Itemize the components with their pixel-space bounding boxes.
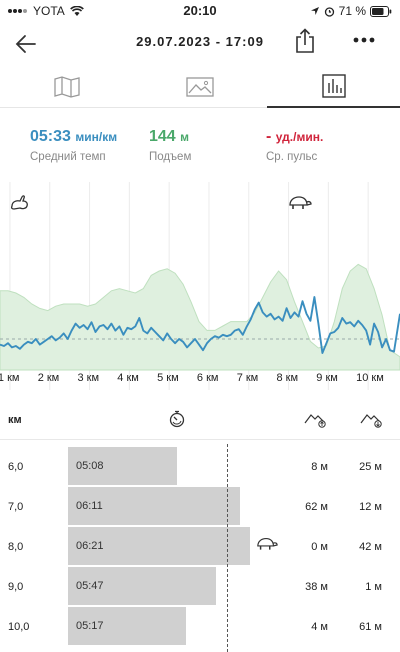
ascent-unit: м	[180, 130, 190, 144]
split-row[interactable]: 8,0 06:21 0 м 42 м	[0, 527, 400, 567]
x-axis-tick-label: 6 км	[196, 372, 219, 384]
elevation-area	[0, 263, 400, 371]
x-axis-tick-label: 1 км	[0, 372, 20, 384]
stopwatch-icon	[169, 410, 185, 428]
battery-percent: 71 %	[338, 4, 366, 18]
split-pace-bar	[68, 567, 216, 605]
x-axis-tick-label: 5 км	[157, 372, 179, 384]
back-arrow-icon[interactable]	[14, 32, 38, 56]
heart-rate-value: -	[266, 128, 272, 145]
splits-km-header: км	[8, 414, 22, 426]
split-pace-bar	[68, 487, 240, 525]
x-axis-tick-label: 4 км	[117, 372, 139, 384]
average-pace-marker	[227, 444, 228, 652]
stat-ascent: 144 м Подъем	[149, 128, 191, 163]
stat-heart-rate: - уд./мин. Ср. пульс	[266, 128, 323, 163]
ascent-mountain-icon	[304, 414, 326, 428]
tab-stats[interactable]	[267, 66, 400, 108]
tab-photos[interactable]	[133, 66, 266, 108]
split-pace: 05:08	[76, 460, 104, 472]
split-ascent: 4 м	[311, 621, 328, 633]
split-descent: 12 м	[359, 501, 382, 513]
split-pace-bar	[68, 447, 177, 485]
split-descent: 42 м	[359, 541, 382, 553]
pace-line	[0, 296, 400, 354]
x-axis-tick-label: 8 км	[276, 372, 299, 384]
more-options-icon[interactable]	[352, 32, 376, 48]
slowest-turtle-icon	[257, 537, 278, 550]
split-descent: 1 м	[365, 581, 382, 593]
share-icon[interactable]	[294, 28, 316, 54]
x-axis-tick-label: 9 км	[316, 372, 338, 384]
image-icon	[185, 77, 214, 97]
split-pace-bar	[68, 607, 186, 645]
x-axis-tick-label: 10 км	[356, 372, 384, 384]
split-ascent: 62 м	[305, 501, 328, 513]
view-tabs	[0, 66, 400, 108]
split-pace: 05:47	[76, 580, 104, 592]
x-axis-tick-label: 2 км	[37, 372, 60, 384]
x-axis-tick-label: 7 км	[236, 372, 259, 384]
split-km: 7,0	[8, 501, 24, 513]
battery-icon	[370, 5, 392, 17]
split-ascent: 38 м	[305, 581, 328, 593]
split-km: 8,0	[8, 541, 24, 553]
split-ascent: 8 м	[311, 461, 328, 473]
split-pace: 06:21	[76, 540, 104, 552]
pace-value: 05:33	[30, 128, 71, 145]
map-icon	[53, 76, 80, 98]
pace-unit: мин/км	[75, 130, 118, 144]
split-km: 6,0	[8, 461, 24, 473]
summary-stats: 05:33 мин/км Средний темп 144 м Подъем -…	[0, 128, 400, 178]
heart-rate-label: Ср. пульс	[266, 151, 318, 163]
pace-elevation-chart[interactable]: 1 км 2 км 3 км 4 км 5 км 6 км 7 км 8 км 9 км 10 к…	[0, 182, 400, 390]
alarm-icon	[324, 6, 334, 17]
x-axis-tick-label: 3 км	[77, 372, 100, 384]
signal-icon	[8, 9, 27, 13]
stat-pace: 05:33 мин/км Средний темп	[30, 128, 117, 163]
split-row[interactable]: 7,0 06:11 62 м 12 м	[0, 487, 400, 527]
carrier-name: YOTA	[33, 4, 65, 18]
ascent-label: Подъем	[149, 151, 192, 163]
rabbit-icon	[10, 195, 28, 210]
splits-header: км	[0, 400, 400, 440]
heart-rate-unit: уд./мин.	[275, 130, 324, 144]
bar-chart-icon	[321, 74, 346, 98]
turtle-icon	[289, 196, 312, 209]
split-row[interactable]: 10,0 05:17 4 м 61 м	[0, 607, 400, 647]
status-bar: YOTA 20:10 71 %	[0, 0, 400, 22]
split-pace: 06:11	[76, 500, 103, 512]
page-title: 29.07.2023 - 17:09	[136, 34, 264, 49]
status-time: 20:10	[183, 3, 217, 18]
split-descent: 25 м	[359, 461, 382, 473]
pace-label: Средний темп	[30, 151, 106, 163]
split-km: 10,0	[8, 621, 30, 633]
split-km: 9,0	[8, 581, 24, 593]
wifi-icon	[69, 5, 84, 16]
split-pace: 05:17	[76, 620, 104, 632]
split-row[interactable]: 9,0 05:47 38 м 1 м	[0, 567, 400, 607]
chart-canvas	[0, 182, 400, 390]
split-descent: 61 м	[359, 621, 382, 633]
descent-mountain-icon	[360, 414, 382, 428]
status-right: 71 %	[310, 4, 392, 18]
location-arrow-icon	[310, 7, 319, 15]
status-left: YOTA	[8, 4, 84, 18]
tab-map[interactable]	[0, 66, 133, 108]
split-pace-bar	[68, 527, 250, 565]
nav-bar: 29.07.2023 - 17:09	[0, 22, 400, 62]
split-ascent: 0 м	[311, 541, 328, 553]
ascent-value: 144	[149, 128, 176, 145]
split-row[interactable]: 6,0 05:08 8 м 25 м	[0, 447, 400, 487]
